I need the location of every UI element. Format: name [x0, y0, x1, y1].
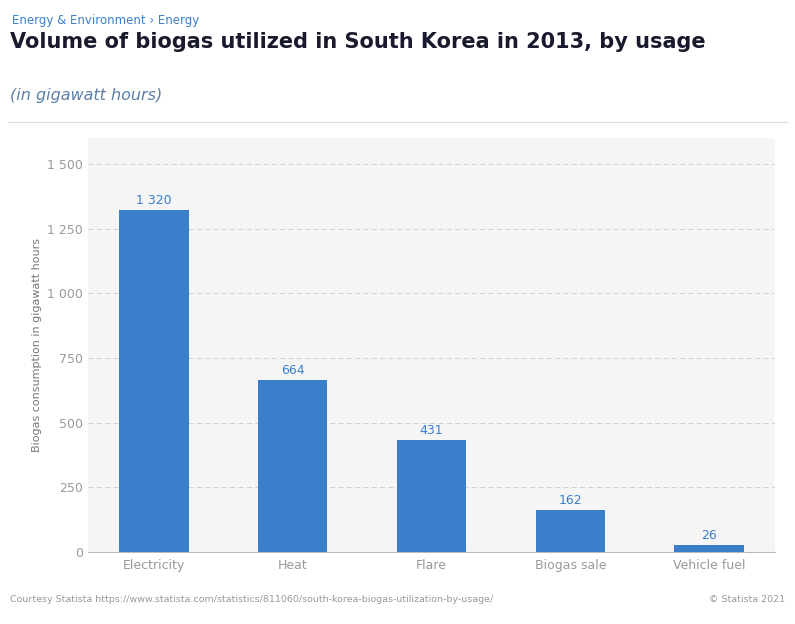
Text: 162: 162 [558, 494, 582, 507]
Bar [119, 210, 188, 552]
Y-axis label: Biogas consumption in gigawatt hours: Biogas consumption in gigawatt hours [32, 238, 41, 452]
Text: © Statista 2021: © Statista 2021 [709, 595, 785, 604]
Text: 664: 664 [281, 364, 304, 377]
Bar [674, 545, 744, 552]
Bar [536, 510, 605, 552]
Bar [258, 380, 328, 552]
Text: (in gigawatt hours): (in gigawatt hours) [10, 88, 162, 103]
Text: Volume of biogas utilized in South Korea in 2013, by usage: Volume of biogas utilized in South Korea… [10, 32, 706, 52]
Text: 431: 431 [420, 424, 444, 437]
Text: 1 320: 1 320 [136, 194, 172, 207]
Text: Energy & Environment › Energy: Energy & Environment › Energy [12, 14, 200, 27]
Text: 26: 26 [701, 529, 717, 542]
Text: Courtesy Statista https://www.statista.com/statistics/811060/south-korea-biogas-: Courtesy Statista https://www.statista.c… [10, 595, 493, 604]
Bar [397, 441, 466, 552]
